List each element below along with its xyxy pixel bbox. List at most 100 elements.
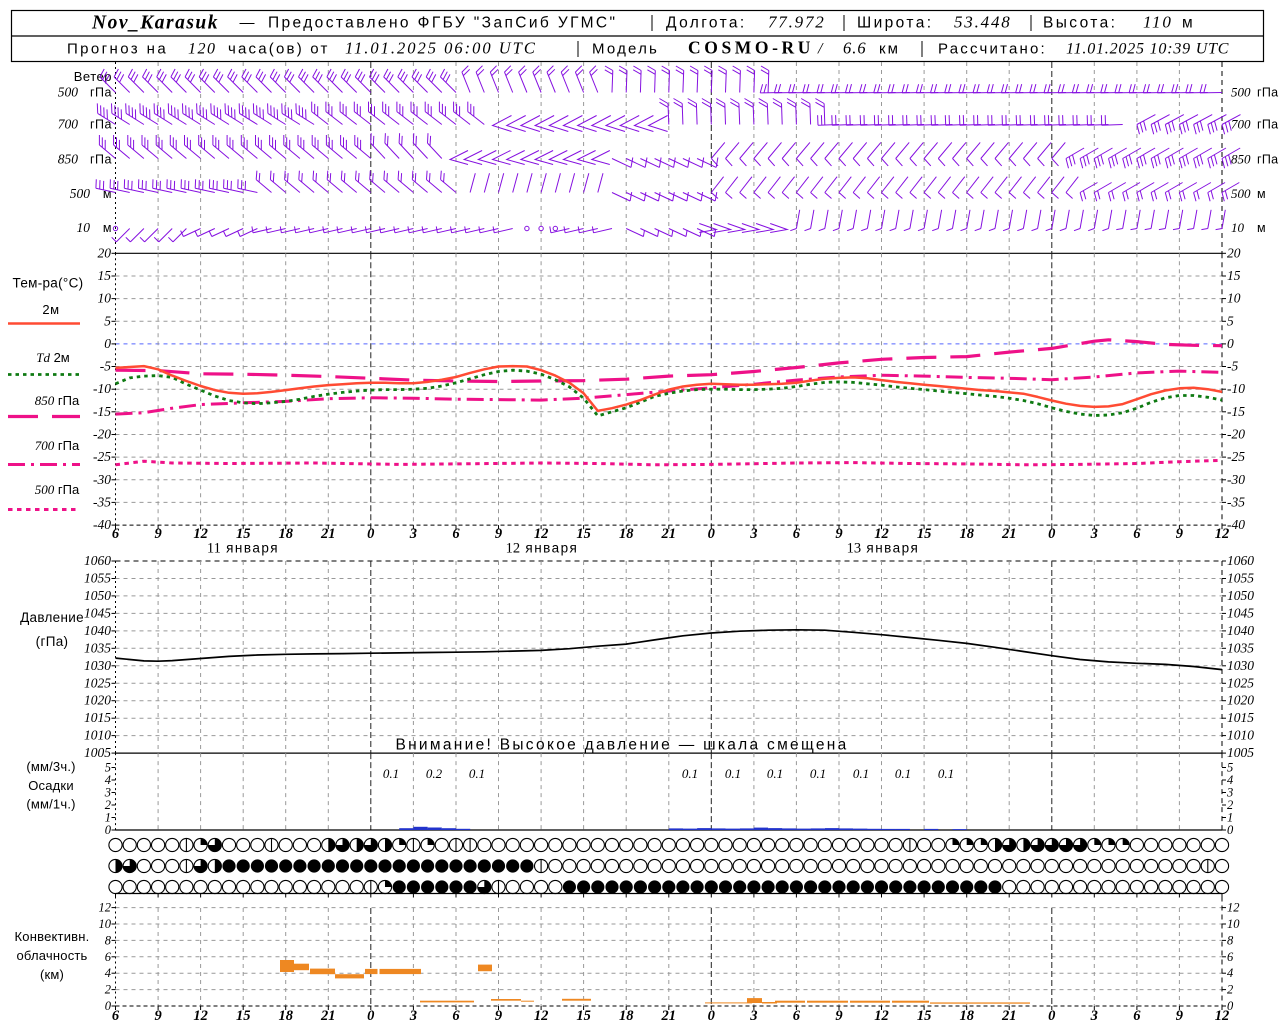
svg-text:1020: 1020 <box>1227 693 1254 708</box>
svg-text:1005: 1005 <box>1227 745 1254 760</box>
svg-text:21: 21 <box>1001 1008 1017 1024</box>
svg-text:500: 500 <box>70 186 91 201</box>
svg-text:0.1: 0.1 <box>853 766 869 781</box>
svg-text:6.6: 6.6 <box>843 39 867 58</box>
svg-text:12: 12 <box>1215 1008 1230 1024</box>
svg-text:Рассчитано:: Рассчитано: <box>938 41 1047 58</box>
svg-text:0.1: 0.1 <box>383 766 399 781</box>
svg-text:850: 850 <box>1231 152 1251 167</box>
svg-text:-25: -25 <box>1227 449 1245 464</box>
svg-text:Широта:: Широта: <box>857 15 933 32</box>
svg-text:Предоставлено ФГБУ "ЗапСиб УГМ: Предоставлено ФГБУ "ЗапСиб УГМС" <box>268 15 617 32</box>
svg-text:0.1: 0.1 <box>725 766 741 781</box>
svg-text:15: 15 <box>917 526 932 542</box>
svg-text:-35: -35 <box>1227 494 1245 509</box>
svg-text:гПа: гПа <box>90 153 112 167</box>
svg-text:15: 15 <box>1227 268 1241 283</box>
svg-text:3: 3 <box>749 1008 757 1024</box>
svg-text:6: 6 <box>1133 526 1141 542</box>
svg-text:км: км <box>879 41 900 58</box>
svg-text:10: 10 <box>99 917 112 931</box>
svg-text:1010: 1010 <box>1227 728 1254 743</box>
svg-text:53.448: 53.448 <box>954 13 1012 32</box>
svg-text:3: 3 <box>1226 786 1233 800</box>
svg-text:15: 15 <box>576 526 591 542</box>
svg-text:1020: 1020 <box>84 693 111 708</box>
svg-text:10: 10 <box>1227 917 1240 931</box>
svg-text:часа(ов) от: часа(ов) от <box>228 41 330 58</box>
svg-text:1: 1 <box>105 811 111 825</box>
svg-text:0.1: 0.1 <box>469 766 485 781</box>
svg-text:-25: -25 <box>93 449 111 464</box>
svg-text:-5: -5 <box>1227 359 1238 374</box>
svg-text:-15: -15 <box>93 404 111 419</box>
svg-text:м: м <box>103 221 112 235</box>
svg-text:11 января: 11 января <box>207 541 279 557</box>
svg-text:Осадки: Осадки <box>28 778 74 793</box>
svg-text:21: 21 <box>661 526 677 542</box>
svg-text:-40: -40 <box>93 517 111 532</box>
svg-text:0: 0 <box>708 1008 715 1024</box>
svg-text:2: 2 <box>1227 983 1233 997</box>
svg-text:500: 500 <box>58 85 79 100</box>
svg-text:гПа: гПа <box>1257 153 1278 167</box>
svg-text:850 гПа: 850 гПа <box>35 393 80 408</box>
svg-text:2: 2 <box>105 983 111 997</box>
svg-text:12: 12 <box>1227 901 1240 915</box>
svg-text:-15: -15 <box>1227 404 1245 419</box>
svg-text:1035: 1035 <box>1227 640 1254 655</box>
svg-text:0: 0 <box>105 999 112 1013</box>
svg-text:18: 18 <box>278 526 293 542</box>
svg-text:6: 6 <box>105 950 112 964</box>
svg-text:6: 6 <box>1133 1008 1141 1024</box>
svg-text:0.1: 0.1 <box>895 766 911 781</box>
svg-text:6: 6 <box>112 1008 120 1024</box>
svg-text:0: 0 <box>367 1008 374 1024</box>
svg-text:9: 9 <box>154 526 161 542</box>
svg-text:Td 2м: Td 2м <box>36 350 70 365</box>
svg-text:10: 10 <box>1227 291 1241 306</box>
svg-text:6: 6 <box>793 526 801 542</box>
svg-text:-10: -10 <box>93 381 111 396</box>
svg-text:1045: 1045 <box>84 605 111 620</box>
svg-text:500: 500 <box>1231 85 1251 100</box>
svg-text:12: 12 <box>1215 526 1230 542</box>
svg-text:1035: 1035 <box>84 640 111 655</box>
svg-text:гПа: гПа <box>1257 86 1278 100</box>
svg-text:6: 6 <box>1227 950 1234 964</box>
svg-text:12: 12 <box>534 1008 549 1024</box>
svg-text:2: 2 <box>1227 798 1233 812</box>
svg-text:11.01.2025 06:00 UTC: 11.01.2025 06:00 UTC <box>345 39 537 58</box>
svg-text:Конвективн.: Конвективн. <box>15 929 90 944</box>
svg-text:1030: 1030 <box>1227 658 1254 673</box>
svg-text:0.1: 0.1 <box>810 766 826 781</box>
svg-text:-5: -5 <box>100 359 111 374</box>
svg-text:1055: 1055 <box>84 571 111 586</box>
svg-text:1025: 1025 <box>1227 675 1254 690</box>
svg-text:Прогноз на: Прогноз на <box>67 41 168 58</box>
svg-text:-40: -40 <box>1227 517 1245 532</box>
svg-text:1: 1 <box>1227 811 1233 825</box>
svg-text:3: 3 <box>749 526 757 542</box>
svg-text:гПа: гПа <box>1257 118 1278 132</box>
svg-text:0: 0 <box>1227 999 1234 1013</box>
svg-text:Давление: Давление <box>20 610 84 625</box>
svg-text:-20: -20 <box>93 427 111 442</box>
svg-text:0: 0 <box>1227 336 1234 351</box>
svg-text:(км): (км) <box>40 967 64 982</box>
svg-text:9: 9 <box>495 526 502 542</box>
svg-text:4: 4 <box>105 966 111 980</box>
svg-text:1045: 1045 <box>1227 605 1254 620</box>
svg-text:/: / <box>817 41 824 58</box>
svg-text:1040: 1040 <box>1227 623 1254 638</box>
svg-text:12: 12 <box>874 526 889 542</box>
svg-text:700: 700 <box>58 117 79 132</box>
svg-text:9: 9 <box>495 1008 502 1024</box>
svg-text:(мм/3ч.): (мм/3ч.) <box>26 759 75 774</box>
svg-text:3: 3 <box>1090 526 1098 542</box>
svg-text:3: 3 <box>104 786 111 800</box>
svg-text:(мм/1ч.): (мм/1ч.) <box>26 797 75 812</box>
svg-text:21: 21 <box>661 1008 677 1024</box>
svg-text:1060: 1060 <box>1227 553 1254 568</box>
svg-text:-10: -10 <box>1227 381 1245 396</box>
